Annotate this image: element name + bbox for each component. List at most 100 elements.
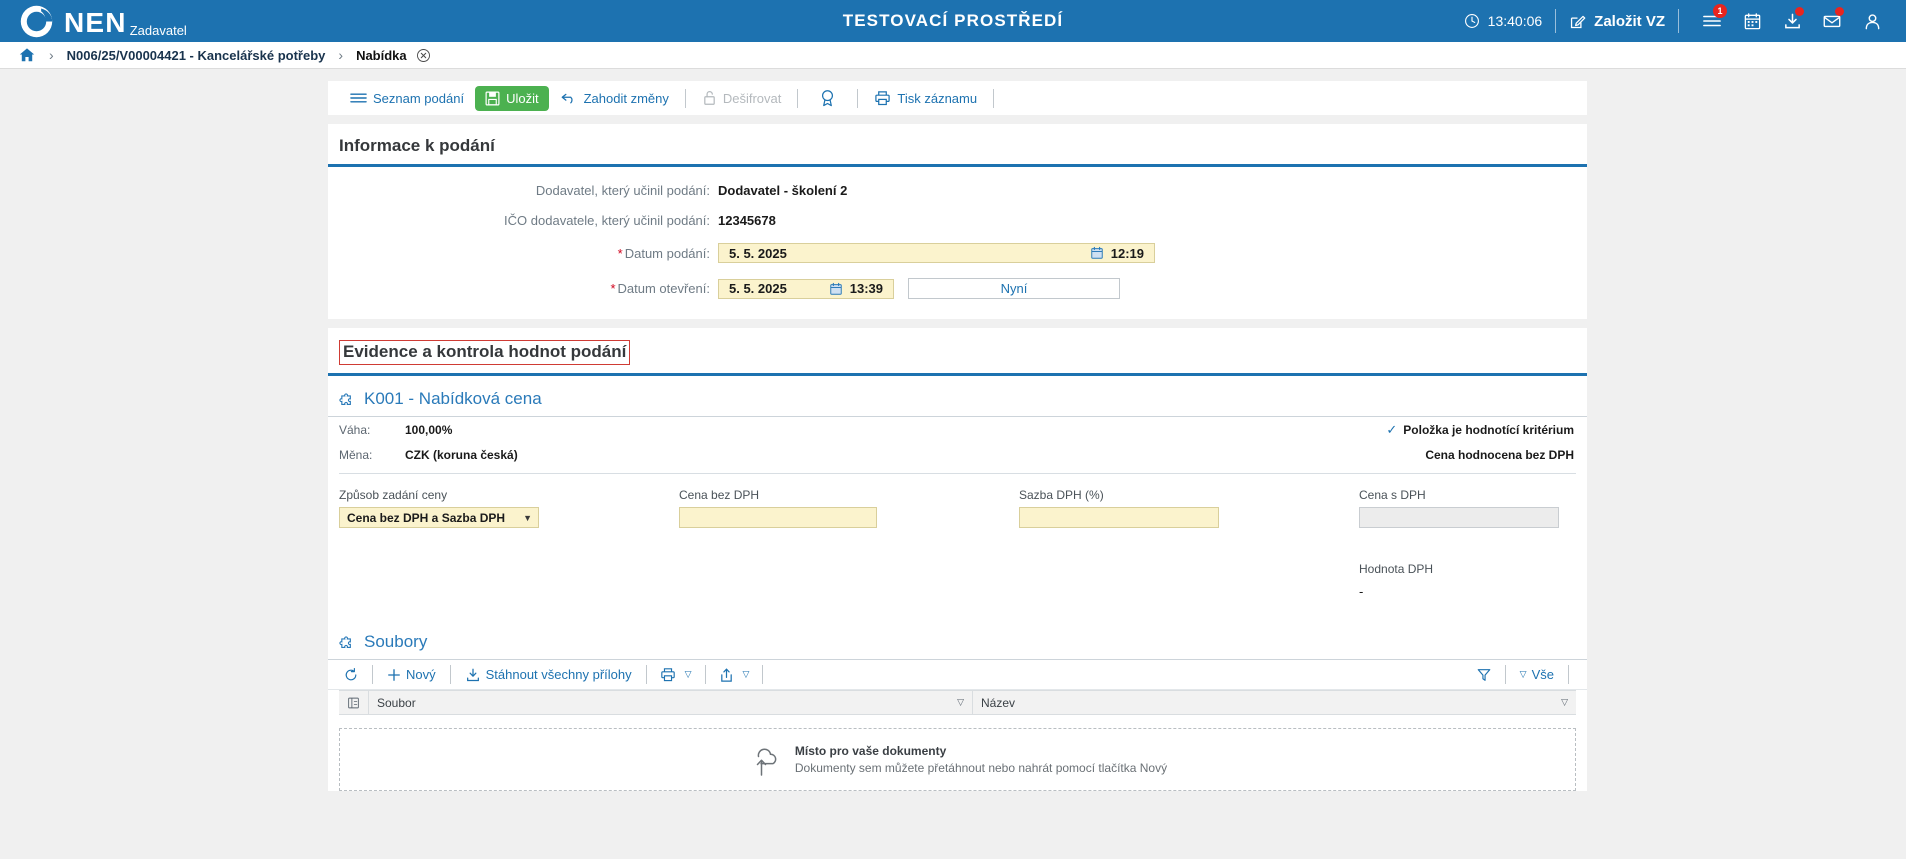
brand-logo-area[interactable]: NEN Zadavatel (0, 3, 187, 40)
vat-rate-label: Sazba DPH (%) (1019, 488, 1104, 502)
column-picker-button[interactable] (339, 691, 369, 714)
criterion-weight-row: Váha: 100,00% ✓ Položka je hodnotící kri… (328, 417, 1587, 443)
is-criterion-label: Položka je hodnotící kritérium (1403, 423, 1574, 437)
criterion-divider (339, 473, 1576, 474)
criterion-fields-row: Způsob zadání ceny Cena bez DPH a Sazba … (328, 474, 1587, 619)
files-divider-6 (1504, 665, 1506, 684)
date-submitted-value[interactable]: 5. 5. 2025 (729, 245, 787, 261)
nen-logo-icon (20, 5, 53, 37)
check-icon: ✓ (1386, 422, 1398, 437)
print-record-button[interactable]: Tisk záznamu (865, 85, 986, 111)
close-icon (416, 48, 430, 62)
files-divider-1 (372, 665, 373, 684)
create-vz-button[interactable]: Založit VZ (1569, 13, 1665, 30)
required-marker: * (610, 281, 616, 296)
breadcrumb: › N006/25/V00004421 - Kancelářské potřeb… (0, 42, 1906, 69)
page-scrollbar[interactable] (1896, 81, 1906, 859)
date-submitted-field[interactable]: 5. 5. 2025 12:19 (718, 243, 1155, 263)
home-button[interactable] (18, 46, 36, 64)
column-header-nazev[interactable]: Název ▽ (973, 691, 1576, 714)
toolbar-divider-3 (857, 88, 859, 108)
breadcrumb-current: Nabídka (356, 47, 407, 63)
vat-amount-value: - (1359, 584, 1364, 599)
evidence-card: Evidence a kontrola hodnot podání K001 -… (328, 328, 1587, 791)
hamburger-menu-button[interactable]: 1 (1692, 4, 1732, 36)
time-opened-value[interactable]: 13:39 (849, 281, 883, 296)
calendar-icon (1091, 246, 1103, 259)
printer-icon (660, 668, 675, 682)
mail-button[interactable] (1812, 6, 1852, 36)
envelope-icon (1823, 15, 1841, 28)
vat-amount-label: Hodnota DPH (1359, 562, 1434, 576)
share-export-icon (720, 668, 732, 682)
save-label: Uložit (506, 90, 539, 106)
date-opened-field[interactable]: 5. 5. 2025 13:39 (718, 278, 894, 299)
show-all-button[interactable]: ▽ Vše (1513, 667, 1561, 682)
file-dropzone[interactable]: Místo pro vaše dokumenty Dokumenty sem m… (339, 728, 1576, 791)
clock-icon (1464, 14, 1479, 28)
download-all-button[interactable]: Stáhnout všechny přílohy (458, 667, 639, 683)
header-right-controls: 13:40:06 Založit VZ 1 (1464, 4, 1906, 36)
field-group-price-excl: Cena bez DPH (679, 488, 1019, 599)
files-export-button[interactable]: ▽ (713, 667, 756, 683)
criterion-title-label: K001 - Nabídková cena (364, 389, 542, 408)
calendar-button[interactable] (1732, 6, 1772, 36)
calendar-picker-icon[interactable] (1090, 246, 1111, 260)
seal-badge-button[interactable] (805, 85, 850, 111)
supplier-label: Dodavatel, který učinil podání: (535, 183, 710, 198)
print-record-label: Tisk záznamu (897, 90, 978, 106)
download-inbox-icon (1784, 13, 1800, 28)
save-button[interactable]: Uložit (475, 85, 549, 111)
award-seal-icon (822, 90, 834, 107)
vat-rate-input[interactable] (1019, 507, 1219, 528)
method-label: Způsob zadání ceny (339, 488, 448, 502)
set-now-button[interactable]: Nyní (908, 278, 1120, 299)
new-file-button[interactable]: Nový (380, 667, 443, 682)
breadcrumb-project-link[interactable]: N006/25/V00004421 - Kancelářské potřeby (66, 47, 326, 63)
price-method-value: Cena bez DPH a Sazba DPH (347, 510, 506, 525)
brand-name: NEN (64, 6, 127, 38)
user-avatar-button[interactable] (1852, 6, 1892, 36)
download-button[interactable] (1772, 6, 1812, 36)
column-header-soubor[interactable]: Soubor ▽ (369, 691, 973, 714)
chevron-down-icon[interactable]: ▽ (1561, 697, 1568, 707)
info-row-date-opened: * Datum otevření: 5. 5. 2025 13:39 (328, 278, 1587, 299)
files-divider-4 (704, 665, 706, 684)
list-icon (350, 93, 367, 103)
chevron-down-icon[interactable]: ▽ (957, 697, 964, 707)
save-floppy-icon (485, 91, 500, 105)
price-excl-input[interactable] (679, 507, 877, 528)
download-inbox-icon (466, 668, 479, 681)
price-method-select[interactable]: Cena bez DPH a Sazba DPH ▼ (339, 507, 539, 528)
files-print-button[interactable]: ▽ (654, 667, 698, 682)
required-marker: * (617, 245, 623, 261)
user-avatar-icon (1865, 13, 1879, 29)
puzzle-piece-icon (339, 635, 351, 648)
action-toolbar-card: Seznam podání Uložit Zahodit změn (328, 81, 1587, 115)
files-title-row[interactable]: Soubory (328, 619, 1587, 660)
calendar-icon (1744, 12, 1760, 29)
refresh-button[interactable] (337, 667, 365, 683)
price-incl-input (1359, 507, 1559, 528)
seznam-podani-button[interactable]: Seznam podání (341, 85, 473, 111)
evidence-title: Evidence a kontrola hodnot podání (339, 340, 631, 365)
home-icon (19, 48, 35, 62)
date-opened-value[interactable]: 5. 5. 2025 (729, 281, 787, 296)
currency-value: CZK (koruna česká) (405, 448, 518, 462)
decrypt-label: Dešifrovat (722, 90, 782, 106)
filter-button[interactable] (1470, 667, 1498, 683)
discard-changes-button[interactable]: Zahodit změny (551, 85, 678, 111)
close-tab-button[interactable] (416, 48, 431, 63)
calendar-picker-icon[interactable] (829, 282, 850, 296)
printer-icon (875, 91, 891, 106)
weight-value: 100,00% (405, 423, 453, 437)
criterion-title-row[interactable]: K001 - Nabídková cena (328, 376, 1587, 417)
files-toolbar: Nový Stáhnout všechny přílohy (328, 660, 1587, 690)
field-group-price-incl: Cena s DPH Hodnota DPH - (1359, 488, 1569, 599)
submission-info-title: Informace k podání (328, 124, 1587, 167)
toolbar-divider-1 (684, 88, 686, 108)
menu-notification-badge: 1 (1713, 4, 1727, 18)
discard-changes-label: Zahodit změny (583, 90, 669, 106)
top-header-bar: NEN Zadavatel TESTOVACÍ PROSTŘEDÍ 13:40:… (0, 0, 1906, 42)
time-submitted-value[interactable]: 12:19 (1110, 245, 1144, 261)
